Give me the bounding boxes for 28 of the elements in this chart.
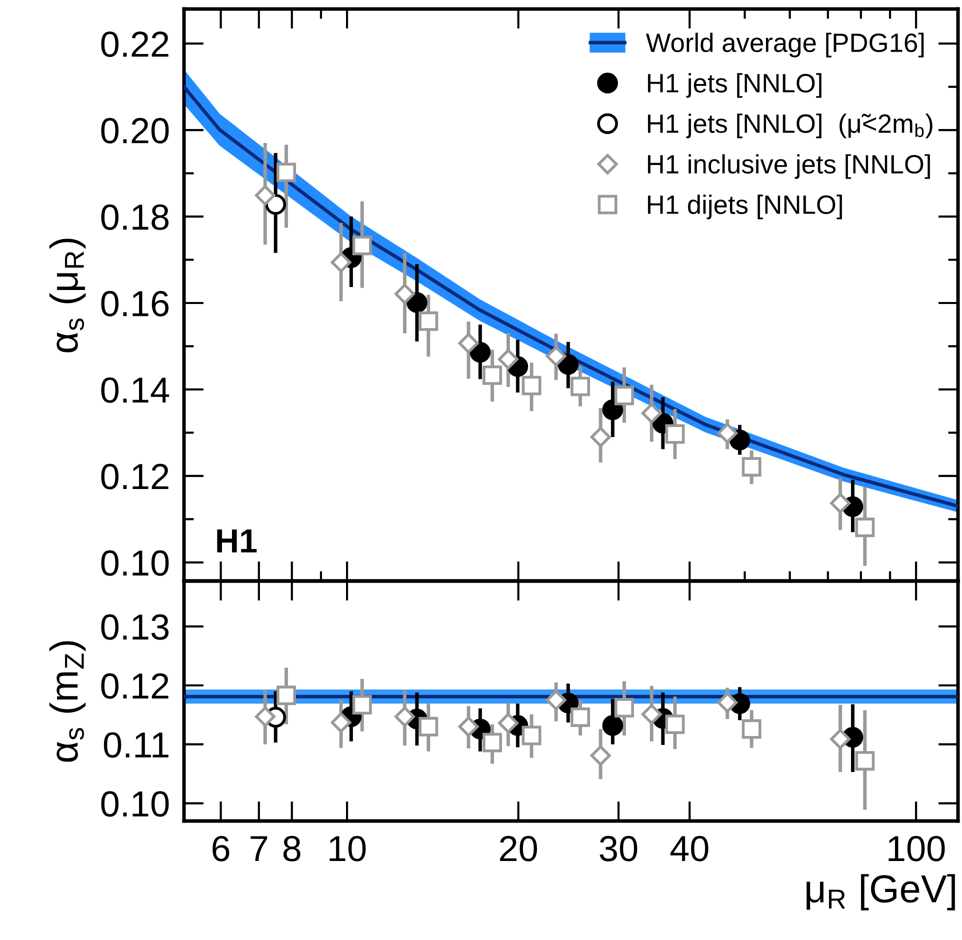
x-tick-label: 10 <box>330 836 366 862</box>
x-tick-label: 7 <box>250 836 268 862</box>
x-tick-label: 30 <box>600 836 638 862</box>
x-tick-label: 6 <box>212 836 230 862</box>
y-tick-label: 0.14 <box>101 377 170 403</box>
x-tick-label: 40 <box>670 836 708 862</box>
legend-label: World average [PDG16] <box>646 32 924 58</box>
y-tick-label: 0.11 <box>104 732 168 758</box>
x-tick-label: 20 <box>500 836 537 862</box>
annotation: H1 <box>217 529 257 552</box>
y-tick-label: 0.12 <box>101 464 168 490</box>
legend-label: H1 inclusive jets [NNLO] <box>648 154 930 179</box>
y-tick-label: 0.13 <box>101 614 169 640</box>
legend-label: H1 jets [NNLO] (μ̃<2m$_{b}$) <box>648 114 932 138</box>
y-tick-label: 0.18 <box>101 204 169 230</box>
x-axis-title: μ$_{R}$ [GeV] <box>806 874 955 910</box>
y-tick-label: 0.20 <box>101 118 169 144</box>
y-tick-label: 0.10 <box>101 550 169 576</box>
y-tick-label: 0.16 <box>101 290 169 316</box>
legend-label: H1 dijets [NNLO] <box>648 194 842 220</box>
y-axis-title: α$_{s}$ (μ$_{R}$) <box>49 238 86 352</box>
y-tick-label: 0.10 <box>101 791 169 817</box>
y-tick-label: 0.12 <box>101 673 168 699</box>
x-tick-label: 100 <box>888 836 945 862</box>
legend-label: H1 jets [NNLO] <box>648 73 822 98</box>
y-tick-label: 0.22 <box>101 31 168 58</box>
y-axis-title: α$_{s}$ (m$_{Z}$) <box>49 641 86 762</box>
x-tick-label: 8 <box>283 836 300 862</box>
